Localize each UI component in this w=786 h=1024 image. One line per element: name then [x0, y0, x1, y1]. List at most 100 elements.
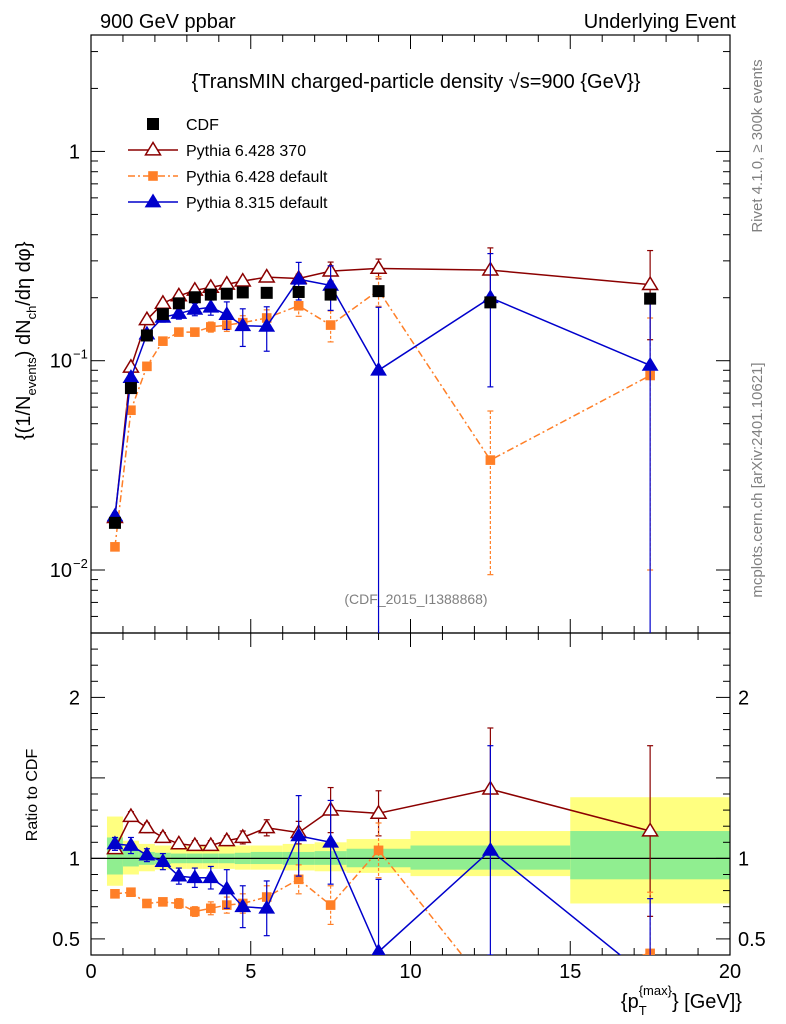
ratio-marker-p8-default: [234, 898, 252, 913]
ratio-marker-p6-370: [138, 818, 156, 834]
ratio-marker-p6-370: [170, 834, 188, 850]
ratio-series-layer: [106, 727, 659, 955]
ratio-marker-p8-default: [371, 943, 386, 955]
legend-label-p6-370: Pythia 6.428 370: [186, 143, 306, 160]
marker-p6-370: [138, 310, 156, 326]
legend-label-p8-default: Pythia 8.315 default: [186, 195, 328, 212]
ratio-y-tick-label-right: 1: [738, 848, 749, 870]
ratio-marker-p8-default: [170, 867, 188, 882]
ratio-marker-p8-default: [122, 837, 140, 851]
x-tick-label: 20: [719, 961, 741, 983]
ratio-marker-p6-default: [190, 906, 200, 917]
marker-p6-370: [257, 268, 276, 283]
x-tick-label: 5: [245, 961, 256, 983]
header-right: Underlying Event: [584, 11, 737, 33]
marker-cdf: [644, 292, 657, 305]
x-axis-label: {pT{max}} [GeV]}: [621, 983, 742, 1018]
ratio-y-axis-label: Ratio to CDF: [24, 749, 41, 842]
marker-cdf: [260, 286, 273, 299]
chart-title: {TransMIN charged-particle density √s=90…: [192, 71, 641, 93]
ratio-marker-p6-default: [373, 845, 384, 856]
marker-p8-default: [234, 317, 252, 332]
ratio-marker-p8-default: [106, 835, 124, 850]
ratio-y-tick-label-right: 2: [738, 687, 749, 709]
ratio-marker-p6-370: [122, 807, 140, 823]
marker-p6-default: [190, 327, 200, 337]
ratio-marker-p8-default: [138, 846, 156, 861]
ratio-marker-p8-default: [186, 869, 204, 884]
main-y-tick-exponent: −1: [73, 347, 88, 362]
legend-label-cdf: CDF: [186, 117, 219, 134]
x-tick-label: 10: [399, 961, 421, 983]
header-left: 900 GeV ppbar: [100, 11, 236, 33]
marker-p6-default: [142, 361, 152, 372]
marker-p6-370: [154, 294, 172, 309]
legend-marker-p6-default: [148, 171, 158, 181]
marker-p6-370: [369, 259, 388, 275]
marker-p8-default: [258, 317, 276, 332]
marker-cdf: [156, 308, 169, 321]
marker-cdf: [324, 288, 337, 301]
marker-p6-default: [206, 322, 216, 332]
marker-p6-370: [233, 272, 252, 287]
rivet-version-label: Rivet 4.1.0, ≥ 300k events: [749, 59, 766, 232]
marker-p8-default: [186, 300, 204, 315]
main-y-tick-label: 1: [69, 141, 80, 163]
ratio-marker-p6-370: [369, 804, 388, 819]
marker-cdf: [372, 285, 385, 298]
mcplots-label: mcplots.cern.ch [arXiv:2401.10621]: [749, 362, 766, 597]
main-y-tick-label: 10: [50, 351, 72, 373]
marker-p6-default: [110, 542, 120, 552]
marker-p8-default: [290, 270, 308, 285]
main-y-axis-label: {(1/Nevents) dNch/dη dφ}: [13, 241, 39, 440]
main-y-tick-label: 10: [50, 560, 72, 582]
marker-cdf: [220, 287, 233, 300]
ratio-marker-p6-370: [186, 836, 204, 852]
legend: CDF Pythia 6.428 370 Pythia 6.428 defaul…: [128, 117, 328, 212]
marker-p6-default: [174, 327, 184, 337]
main-series-layer: [106, 247, 659, 633]
ratio-marker-p6-default: [325, 900, 336, 910]
x-tick-label: 0: [85, 961, 96, 983]
marker-cdf: [124, 382, 137, 395]
ratio-marker-p8-default: [154, 853, 172, 867]
ratio-marker-p6-370: [217, 831, 236, 847]
marker-cdf: [204, 288, 217, 301]
marker-cdf: [292, 285, 305, 298]
x-tick-label: 15: [559, 961, 581, 983]
marker-cdf: [236, 286, 249, 299]
marker-p8-default: [202, 298, 220, 313]
marker-p8-default: [170, 305, 188, 319]
ratio-marker-p8-default: [290, 827, 308, 842]
ratio-marker-p6-default: [126, 887, 136, 898]
marker-p8-default: [370, 361, 387, 376]
ratio-marker-p6-370: [641, 822, 659, 837]
ratio-y-tick-label-right: 0.5: [738, 929, 766, 951]
marker-p8-default: [641, 356, 659, 371]
marker-p6-default: [325, 320, 336, 330]
legend-marker-p8-default: [144, 193, 162, 208]
ratio-marker-p8-default: [258, 899, 276, 914]
ratio-marker-p6-default: [142, 898, 152, 909]
ratio-marker-p6-default: [206, 903, 216, 914]
ratio-marker-p6-default: [174, 898, 184, 909]
marker-p6-370: [641, 275, 659, 291]
marker-p6-default: [158, 336, 168, 346]
ratio-y-tick-label: 2: [69, 687, 80, 709]
marker-cdf: [188, 291, 201, 304]
marker-p8-default: [218, 306, 236, 321]
main-y-tick-exponent: −2: [73, 556, 88, 571]
marker-p6-default: [293, 300, 304, 311]
ratio-marker-p6-370: [233, 828, 252, 844]
ratio-y-tick-label: 1: [69, 848, 80, 870]
ratio-marker-p6-default: [110, 889, 120, 899]
ratio-marker-p8-default: [322, 833, 340, 848]
marker-cdf: [140, 329, 153, 342]
ratio-marker-p8-default: [218, 880, 236, 895]
analysis-watermark: (CDF_2015_I1388868): [344, 591, 487, 607]
ratio-marker-p6-default: [158, 897, 168, 907]
ratio-marker-p8-default: [202, 869, 220, 884]
marker-cdf: [484, 296, 497, 309]
ratio-y-tick-label: 0.5: [52, 929, 80, 951]
